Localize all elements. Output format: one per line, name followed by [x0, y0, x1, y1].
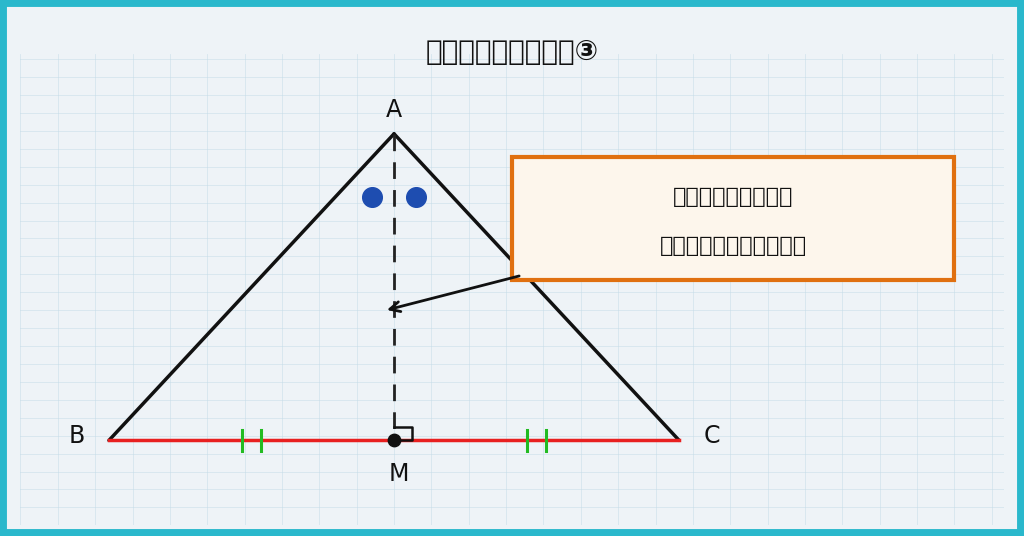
Text: 二等辺三角形の性質③: 二等辺三角形の性質③	[425, 38, 599, 65]
Text: 頂角の二等分線は、: 頂角の二等分線は、	[673, 187, 794, 206]
Point	[408, 193, 424, 202]
Point	[365, 193, 381, 202]
Text: B: B	[69, 423, 84, 448]
Text: 底辺を垂直に二等分する: 底辺を垂直に二等分する	[659, 236, 807, 256]
Text: M: M	[389, 461, 410, 486]
Text: A: A	[386, 98, 402, 122]
Text: C: C	[703, 423, 720, 448]
FancyBboxPatch shape	[512, 158, 954, 280]
Point	[386, 436, 402, 445]
